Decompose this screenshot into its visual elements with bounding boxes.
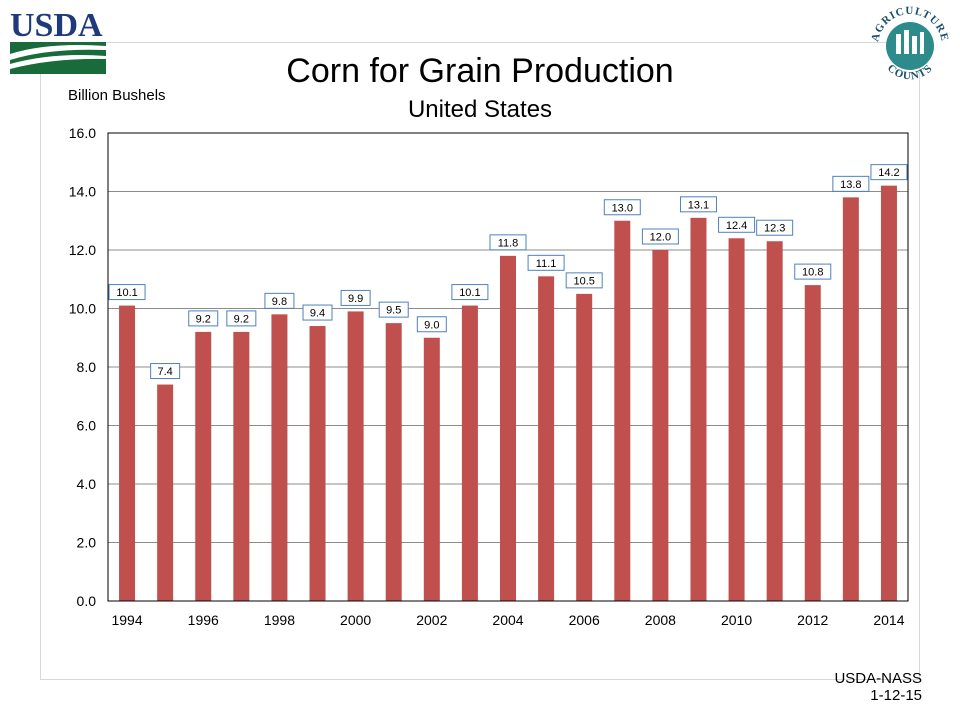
data-label: 13.0 bbox=[612, 202, 633, 214]
agriculture-counts-logo: AGRICULTURE COUNTS bbox=[869, 5, 950, 83]
y-tick-label: 8.0 bbox=[77, 359, 97, 375]
data-label-box bbox=[451, 284, 489, 301]
y-tick-label: 12.0 bbox=[69, 242, 96, 258]
plot-area-border bbox=[107, 132, 909, 602]
data-label-box bbox=[378, 301, 409, 318]
data-label-box bbox=[832, 175, 870, 192]
x-tick-label: 2006 bbox=[569, 612, 600, 628]
bar bbox=[728, 238, 745, 602]
bar bbox=[614, 220, 631, 601]
ag-logo-bottom-text: COUNTS bbox=[885, 62, 934, 82]
data-label: 12.3 bbox=[764, 223, 785, 235]
footer-date: 1-12-15 bbox=[870, 687, 922, 704]
x-tick-label: 2000 bbox=[340, 612, 371, 628]
bar bbox=[652, 250, 669, 601]
svg-text:COUNTS: COUNTS bbox=[885, 62, 935, 82]
y-tick-label: 2.0 bbox=[77, 535, 97, 551]
chart-title: Corn for Grain Production bbox=[286, 52, 674, 90]
data-label-box bbox=[679, 196, 717, 213]
data-label-box bbox=[718, 216, 756, 233]
bar bbox=[347, 311, 364, 601]
data-label-box bbox=[150, 363, 181, 380]
bar bbox=[804, 285, 821, 601]
x-tick-label: 1996 bbox=[188, 612, 219, 628]
x-tick-label: 2004 bbox=[492, 612, 523, 628]
data-label-box bbox=[108, 284, 146, 301]
usda-logo: USDA bbox=[10, 7, 106, 74]
y-axis-unit-label: Billion Bushels bbox=[68, 87, 166, 104]
data-label: 9.4 bbox=[310, 308, 325, 320]
data-label: 9.2 bbox=[196, 313, 211, 325]
slide-frame bbox=[40, 42, 920, 680]
bar bbox=[842, 197, 859, 601]
data-label: 9.5 bbox=[386, 305, 401, 317]
x-tick-label: 2012 bbox=[797, 612, 828, 628]
data-label: 14.2 bbox=[878, 167, 899, 179]
bar bbox=[157, 384, 174, 601]
bar bbox=[576, 293, 593, 601]
data-label: 10.1 bbox=[459, 287, 480, 299]
y-tick-label: 4.0 bbox=[77, 476, 97, 492]
x-tick-label: 2010 bbox=[721, 612, 752, 628]
bar bbox=[195, 331, 212, 601]
y-tick-label: 16.0 bbox=[69, 125, 96, 141]
footer: USDA-NASS 1-12-15 bbox=[834, 670, 922, 704]
data-label-box bbox=[226, 310, 257, 327]
usda-logo-text: USDA bbox=[10, 7, 103, 44]
data-label: 13.8 bbox=[840, 179, 861, 191]
bar bbox=[233, 331, 250, 601]
data-label: 12.4 bbox=[726, 220, 747, 232]
data-label: 10.8 bbox=[802, 267, 823, 279]
x-tick-label: 2014 bbox=[873, 612, 904, 628]
bar bbox=[119, 305, 136, 601]
data-label-box bbox=[641, 228, 679, 245]
bar bbox=[538, 276, 555, 601]
x-tick-label: 1994 bbox=[111, 612, 142, 628]
data-label-box bbox=[527, 254, 565, 271]
data-label: 13.1 bbox=[688, 199, 709, 211]
y-tick-label: 0.0 bbox=[77, 593, 97, 609]
data-label-box bbox=[794, 263, 832, 280]
data-label-box bbox=[264, 292, 295, 309]
data-label: 9.0 bbox=[424, 319, 439, 331]
data-label-box bbox=[870, 164, 908, 181]
data-label: 9.2 bbox=[234, 313, 249, 325]
y-tick-label: 14.0 bbox=[69, 184, 96, 200]
bar bbox=[271, 314, 288, 601]
y-tick-label: 6.0 bbox=[77, 418, 97, 434]
bar bbox=[880, 185, 897, 601]
data-label-box bbox=[416, 316, 447, 333]
data-label: 7.4 bbox=[157, 366, 172, 378]
x-tick-label: 2008 bbox=[645, 612, 676, 628]
bar bbox=[385, 323, 402, 601]
y-tick-label: 10.0 bbox=[69, 301, 96, 317]
chart-subtitle: United States bbox=[407, 96, 553, 123]
data-label-box bbox=[340, 289, 371, 306]
data-label-box bbox=[756, 219, 794, 236]
bar bbox=[500, 255, 516, 601]
data-label-box bbox=[489, 234, 527, 251]
data-label: 10.5 bbox=[573, 275, 594, 287]
data-label: 12.0 bbox=[650, 232, 671, 244]
data-label: 9.9 bbox=[348, 293, 363, 305]
data-label-box bbox=[565, 272, 603, 289]
data-label: 9.8 bbox=[272, 296, 287, 308]
bar bbox=[423, 337, 440, 601]
footer-source: USDA-NASS bbox=[834, 670, 922, 687]
x-tick-label: 1998 bbox=[264, 612, 295, 628]
data-label-box bbox=[603, 199, 641, 216]
data-label: 10.1 bbox=[116, 287, 137, 299]
bar bbox=[461, 305, 478, 601]
x-tick-label: 2002 bbox=[416, 612, 447, 628]
bar bbox=[766, 241, 783, 601]
data-label: 11.1 bbox=[536, 258, 557, 270]
data-label-box bbox=[188, 310, 219, 327]
data-label: 11.8 bbox=[498, 237, 519, 249]
data-label-box bbox=[302, 304, 333, 321]
bar bbox=[309, 326, 326, 601]
bar bbox=[690, 217, 707, 601]
